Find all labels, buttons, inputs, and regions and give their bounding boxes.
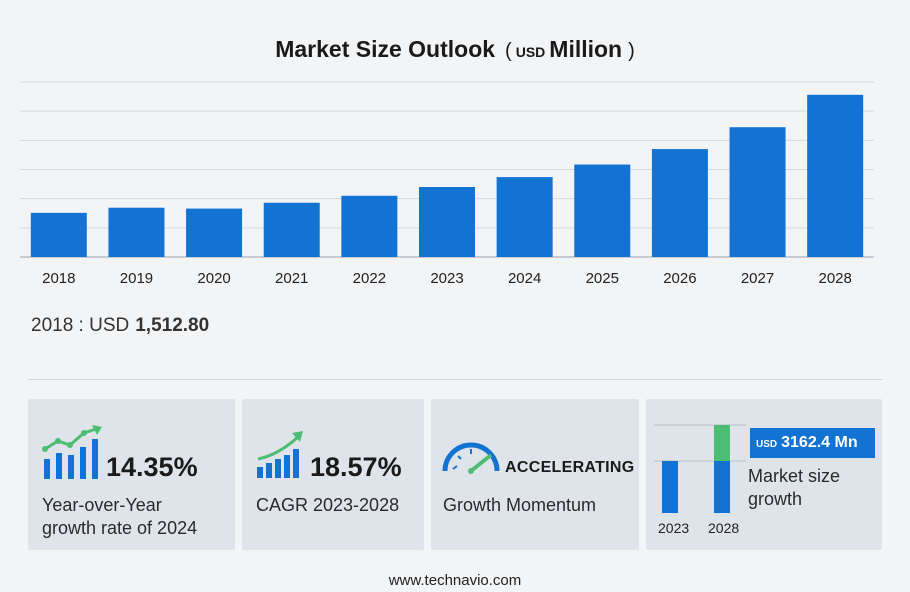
x-label-2024: 2024 <box>508 270 541 287</box>
chart-title: Market Size Outlook (USD Million) <box>0 36 910 63</box>
bar-2025 <box>574 164 631 257</box>
growth-card: 2023 2028 Market size growth <box>646 399 882 550</box>
growth-badge-prefix: USD <box>756 439 778 450</box>
x-label-2026: 2026 <box>663 270 696 287</box>
growth-bar-2028-base <box>714 461 730 513</box>
bar-2028 <box>807 94 864 257</box>
speedometer-icon <box>442 442 500 474</box>
section-divider <box>28 379 882 380</box>
base-year-value: 2018 : USD 1,512.80 <box>31 315 209 337</box>
x-label-2025: 2025 <box>586 270 619 287</box>
bar-2019 <box>108 207 165 257</box>
bar-2026 <box>651 149 708 257</box>
bar-chart: 2018 2019 2020 2021 2022 2023 2024 2025 2026 2027… <box>20 81 874 287</box>
x-label-2023: 2023 <box>430 270 463 287</box>
x-label-2021: 2021 <box>275 270 308 287</box>
growth-bar-2028-increase <box>714 425 730 461</box>
rising-bars-icon <box>257 431 303 478</box>
bar-2023 <box>419 187 475 257</box>
bar-2022 <box>341 195 398 257</box>
chart-x-labels: 2018 2019 2020 2021 2022 2023 2024 2025 2026 2027… <box>42 270 852 287</box>
x-label-2027: 2027 <box>741 270 774 287</box>
x-label-2022: 2022 <box>353 270 386 287</box>
bar-2024 <box>496 177 553 257</box>
cagr-card: 18.57% CAGR 2023-2028 <box>242 399 424 550</box>
growth-chart-icon <box>42 425 102 479</box>
momentum-desc: Growth Momentum <box>443 495 597 515</box>
cagr-desc: CAGR 2023-2028 <box>256 495 400 515</box>
title-paren-close: ) <box>628 40 635 62</box>
x-label-2020: 2020 <box>197 270 230 287</box>
yoy-value: 14.35% <box>106 452 198 482</box>
base-year-number: 1,512.80 <box>135 315 210 336</box>
cagr-value: 18.57% <box>310 452 402 482</box>
footer-url: www.technavio.com <box>388 572 522 589</box>
bar-2018 <box>30 212 87 257</box>
growth-bar-2023 <box>662 461 678 513</box>
title-unit: Million <box>549 36 623 62</box>
base-year-label: 2018 : USD <box>31 315 130 336</box>
bar-2021 <box>263 202 320 257</box>
title-text: Market Size Outlook <box>275 36 496 62</box>
bar-2020 <box>186 208 243 257</box>
title-paren-open: ( <box>505 40 512 62</box>
x-label-2019: 2019 <box>120 270 153 287</box>
yoy-desc-line1: Year-over-Year <box>42 495 162 515</box>
growth-desc-line1: Market size <box>748 466 841 486</box>
chart-bars <box>30 94 864 257</box>
growth-year-a: 2023 <box>658 520 690 536</box>
yoy-card: 14.35% Year-over-Year growth rate of 202… <box>28 399 235 550</box>
growth-badge: USD 3162.4 Mn <box>750 428 875 458</box>
growth-compare-icon <box>654 424 746 513</box>
x-label-2028: 2028 <box>818 270 851 287</box>
growth-year-b: 2028 <box>708 520 740 536</box>
title-unit-prefix: USD <box>515 44 546 60</box>
momentum-card: ACCELERATING Growth Momentum <box>431 399 639 550</box>
momentum-value: ACCELERATING <box>505 459 635 476</box>
growth-desc-line2: growth <box>748 489 803 509</box>
growth-badge-value: 3162.4 Mn <box>781 434 858 451</box>
x-label-2018: 2018 <box>42 270 75 287</box>
yoy-desc-line2: growth rate of 2024 <box>42 518 198 538</box>
bar-2027 <box>729 127 786 257</box>
